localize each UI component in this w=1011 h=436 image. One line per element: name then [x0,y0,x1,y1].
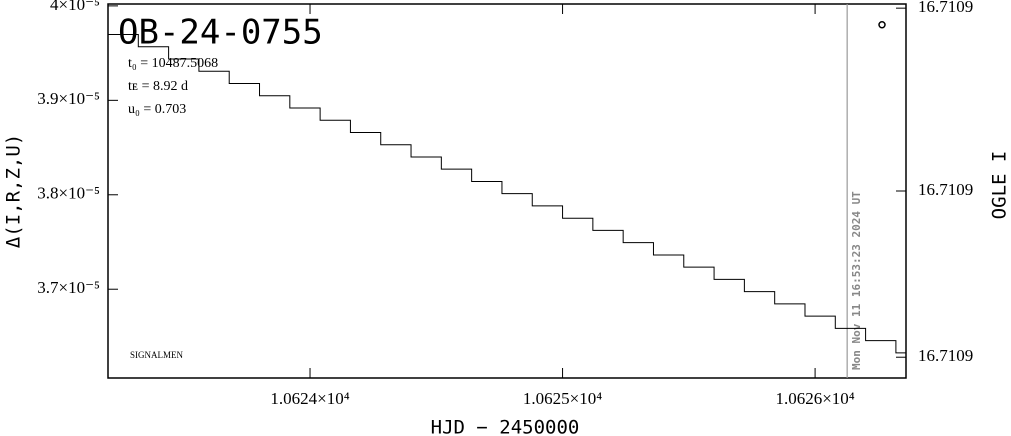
y2-tick-label: 16.7109 [918,180,973,199]
x-tick-label: 1.0625×10⁴ [523,389,602,408]
y-tick-label: 4×10⁻⁵ [50,0,100,14]
y-axis-label: Δ(I,R,Z,U) [3,134,25,248]
x-tick-label: 1.0624×10⁴ [270,389,349,408]
fit-parameter: u₀ = 0.703 [128,102,186,117]
plot-frame [107,3,907,379]
x-tick-label: 1.0626×10⁴ [775,389,854,408]
y-tick-label: 3.9×10⁻⁵ [37,89,100,108]
y-tick-label: 3.7×10⁻⁵ [37,278,100,297]
model-line [108,34,906,354]
fit-parameter: t₀ = 10487.5068 [128,56,218,71]
y-tick-label: 3.8×10⁻⁵ [37,184,100,203]
y2-tick-label: 16.7109 [918,346,973,365]
data-point [878,21,886,29]
y2-axis-label: OGLE I [989,151,1011,220]
x-axis-label: HJD − 2450000 [431,417,580,436]
timestamp: Mon Nov 11 16:53:23 2024 UT [850,191,863,370]
credit: SIGNALMEN [130,350,183,360]
chart-title: OB-24-0755 [118,13,323,53]
y2-tick-label: 16.7109 [918,0,973,16]
fit-parameter: tᴇ = 8.92 d [128,79,188,94]
